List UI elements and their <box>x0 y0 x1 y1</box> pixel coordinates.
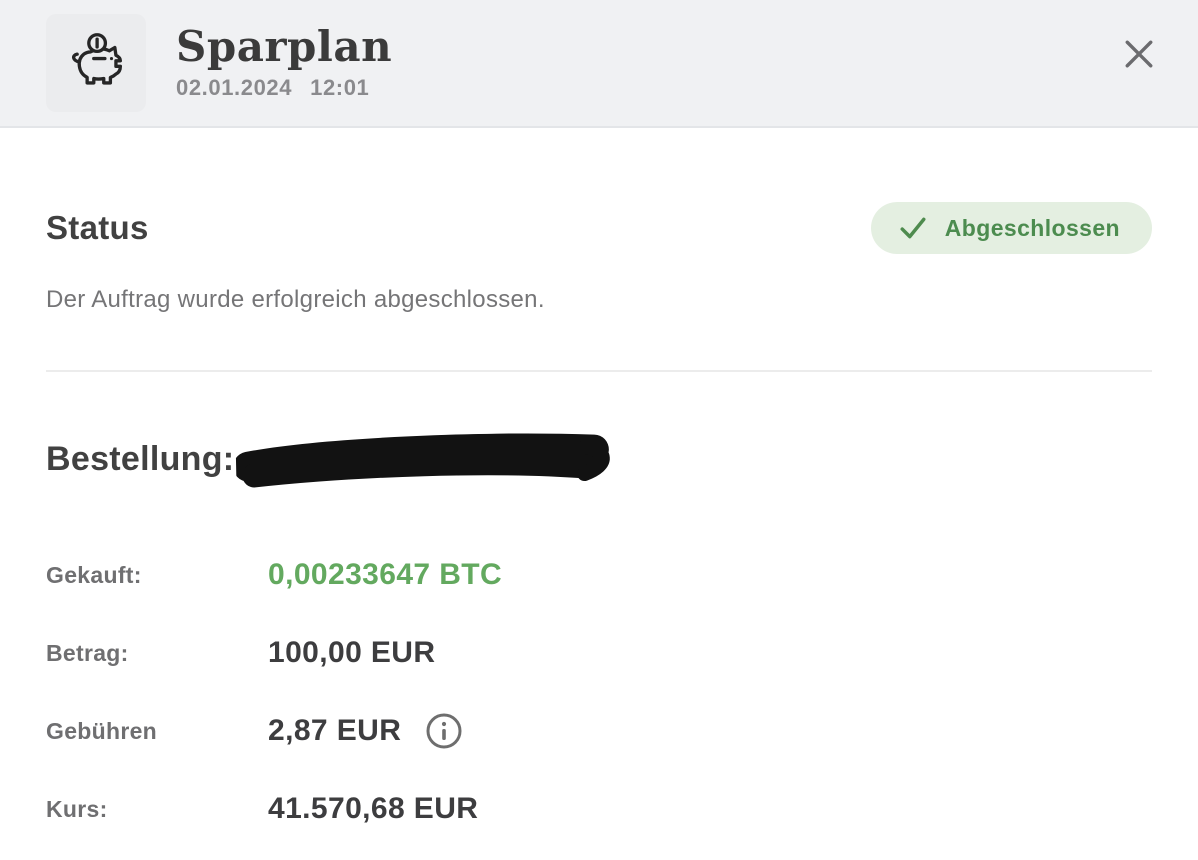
modal-header: Sparplan 02.01.2024 12:01 <box>0 0 1198 128</box>
modal-body: Status Abgeschlossen Der Auftrag wurde e… <box>0 128 1198 830</box>
piggy-bank-icon <box>72 33 123 85</box>
section-divider <box>46 370 1152 372</box>
detail-row-gekauft: Gekauft: 0,00233647 BTC <box>46 554 1152 596</box>
transaction-time: 12:01 <box>310 74 370 100</box>
status-badge: Abgeschlossen <box>870 202 1152 254</box>
detail-value-btc-amount: 0,00233647 BTC <box>268 558 503 591</box>
status-section-header: Status Abgeschlossen <box>46 202 1152 254</box>
transaction-datetime: 02.01.2024 12:01 <box>176 75 392 101</box>
order-details-list: Gekauft: 0,00233647 BTC Betrag: 100,00 E… <box>46 554 1152 830</box>
detail-row-betrag: Betrag: 100,00 EUR <box>46 632 1152 674</box>
transaction-date: 02.01.2024 <box>176 74 293 100</box>
detail-value-fees: 2,87 EUR <box>268 714 402 747</box>
checkmark-icon <box>900 217 926 239</box>
header-title-group: Sparplan 02.01.2024 12:01 <box>176 25 392 100</box>
detail-row-kurs: Kurs: 41.570,68 EUR <box>46 788 1152 830</box>
status-badge-label: Abgeschlossen <box>944 214 1120 241</box>
detail-value-price: 41.570,68 EUR <box>268 792 479 825</box>
order-section-header: Bestellung: <box>46 433 1152 488</box>
detail-row-gebuehren: Gebühren 2,87 EUR <box>46 710 1152 752</box>
transaction-type-avatar <box>46 14 146 112</box>
fees-info-button[interactable] <box>425 712 463 750</box>
detail-label: Gekauft: <box>46 561 142 588</box>
order-heading: Bestellung: <box>46 439 235 478</box>
detail-label: Kurs: <box>46 795 108 822</box>
detail-label: Betrag: <box>46 639 129 666</box>
detail-value-amount: 100,00 EUR <box>268 636 436 669</box>
detail-label: Gebühren <box>46 717 158 744</box>
close-button[interactable] <box>1120 35 1158 73</box>
close-icon <box>1125 40 1153 68</box>
info-icon <box>426 713 462 749</box>
redaction-scribble <box>235 433 611 488</box>
status-description: Der Auftrag wurde erfolgreich abgeschlos… <box>46 286 545 313</box>
modal-title: Sparplan <box>176 22 393 72</box>
status-heading: Status <box>46 209 149 246</box>
